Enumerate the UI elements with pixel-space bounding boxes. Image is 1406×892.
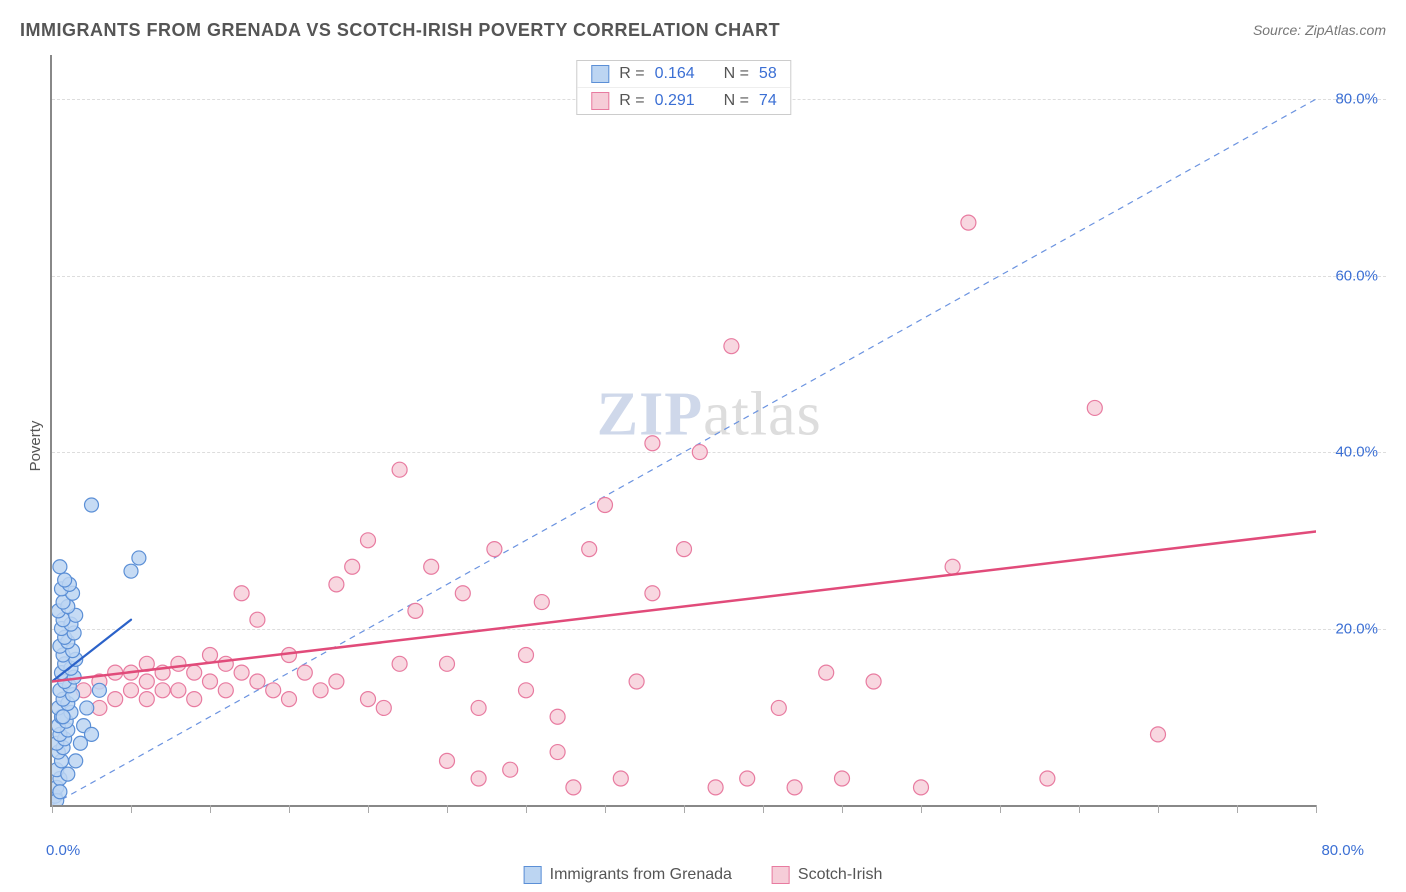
source-label: Source: bbox=[1253, 22, 1301, 38]
source-attribution: Source: ZipAtlas.com bbox=[1253, 22, 1386, 38]
r-label: R = bbox=[619, 65, 644, 83]
source-name: ZipAtlas.com bbox=[1305, 22, 1386, 38]
series-swatch bbox=[772, 866, 790, 884]
y-axis-label: Poverty bbox=[27, 421, 44, 472]
bottom-legend: Immigrants from Grenada Scotch-Irish bbox=[524, 866, 883, 884]
x-tick bbox=[447, 805, 448, 813]
x-tick bbox=[526, 805, 527, 813]
y-labels-container: 20.0% 40.0% 60.0% 80.0% bbox=[1316, 55, 1386, 807]
legend-item: Immigrants from Grenada bbox=[524, 866, 732, 884]
x-tick bbox=[842, 805, 843, 813]
x-tick bbox=[1158, 805, 1159, 813]
chart-title: IMMIGRANTS FROM GRENADA VS SCOTCH-IRISH … bbox=[20, 20, 780, 41]
x-tick bbox=[921, 805, 922, 813]
series-swatch bbox=[591, 92, 609, 110]
x-tick bbox=[1000, 805, 1001, 813]
n-label: N = bbox=[724, 65, 749, 83]
legend-item: Scotch-Irish bbox=[772, 866, 882, 884]
x-tick bbox=[289, 805, 290, 813]
x-tick-label-max: 80.0% bbox=[1321, 842, 1364, 859]
y-tick-label: 60.0% bbox=[1335, 267, 1378, 284]
y-tick-label: 80.0% bbox=[1335, 91, 1378, 108]
y-tick-label: 40.0% bbox=[1335, 444, 1378, 461]
n-value: 74 bbox=[759, 92, 777, 110]
chart-svg bbox=[52, 55, 1316, 805]
r-label: R = bbox=[619, 92, 644, 110]
series-swatch bbox=[591, 65, 609, 83]
x-tick bbox=[368, 805, 369, 813]
x-tick bbox=[210, 805, 211, 813]
y-tick-label: 20.0% bbox=[1335, 620, 1378, 637]
x-tick bbox=[605, 805, 606, 813]
series-name: Scotch-Irish bbox=[798, 866, 882, 884]
x-tick bbox=[52, 805, 53, 813]
series-swatch bbox=[524, 866, 542, 884]
x-tick bbox=[1237, 805, 1238, 813]
x-tick bbox=[763, 805, 764, 813]
r-value: 0.291 bbox=[655, 92, 695, 110]
x-tick bbox=[1079, 805, 1080, 813]
n-label: N = bbox=[724, 92, 749, 110]
x-tick bbox=[684, 805, 685, 813]
r-value: 0.164 bbox=[655, 65, 695, 83]
legend-stats-row: R = 0.291 N = 74 bbox=[577, 87, 790, 114]
plot-area: ZIPatlas R = 0.164 N = 58 R = 0.291 N = … bbox=[50, 55, 1316, 807]
series-name: Immigrants from Grenada bbox=[550, 866, 732, 884]
plot-container: ZIPatlas R = 0.164 N = 58 R = 0.291 N = … bbox=[50, 55, 1386, 837]
n-value: 58 bbox=[759, 65, 777, 83]
legend-stats-box: R = 0.164 N = 58 R = 0.291 N = 74 bbox=[576, 60, 791, 115]
x-tick bbox=[131, 805, 132, 813]
legend-stats-row: R = 0.164 N = 58 bbox=[577, 61, 790, 87]
x-tick-label-min: 0.0% bbox=[46, 842, 80, 859]
